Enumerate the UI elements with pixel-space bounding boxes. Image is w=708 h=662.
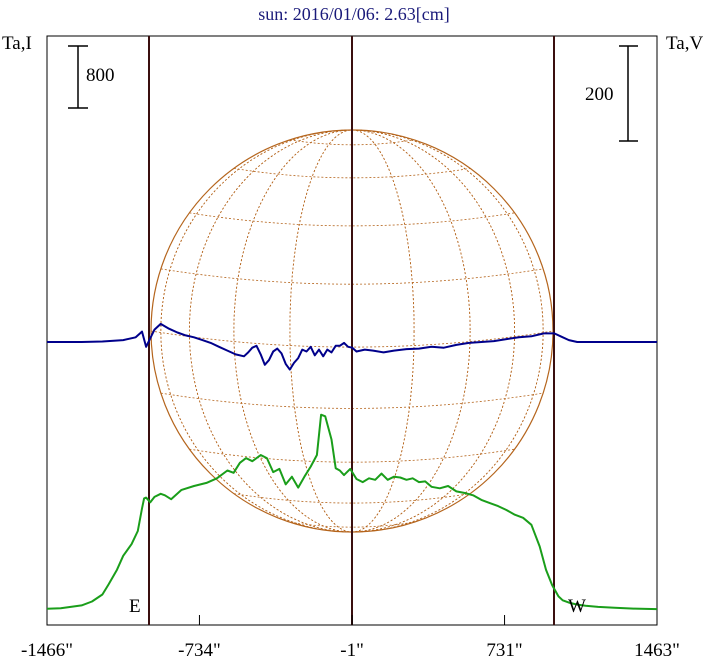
x-tick-label: -734" [178,640,221,661]
west-marker-label: W [568,596,586,617]
longitude-line [188,129,516,533]
left-scale-label: 800 [86,65,115,86]
y-left-label: Ta,I [2,33,32,54]
x-tick-label: -1466" [21,640,73,661]
series-line-I [46,413,658,611]
latitude-line [160,392,544,409]
series-group [46,322,658,611]
latitude-line [289,521,415,528]
x-tick-label: 731" [486,640,522,661]
chart-title: sun: 2016/01/06: 2.63[cm] [258,4,450,24]
latitude-line [160,268,544,285]
latitude-line [289,139,415,146]
right-scale-bar [619,45,638,142]
east-marker-label: E [129,596,141,617]
left-scale-bar [68,45,88,109]
x-tick-label: 1463" [634,640,680,661]
series-line-V [47,322,657,371]
right-scale-label: 200 [585,84,614,105]
latitude-line [233,167,471,179]
x-tick-label: -1" [340,640,364,661]
y-right-label: Ta,V [666,33,703,54]
longitude-line [160,129,544,533]
latitude-line [233,493,471,504]
x-axis-ticks: -1466" -734" -1" 731" 1463" [21,615,680,661]
